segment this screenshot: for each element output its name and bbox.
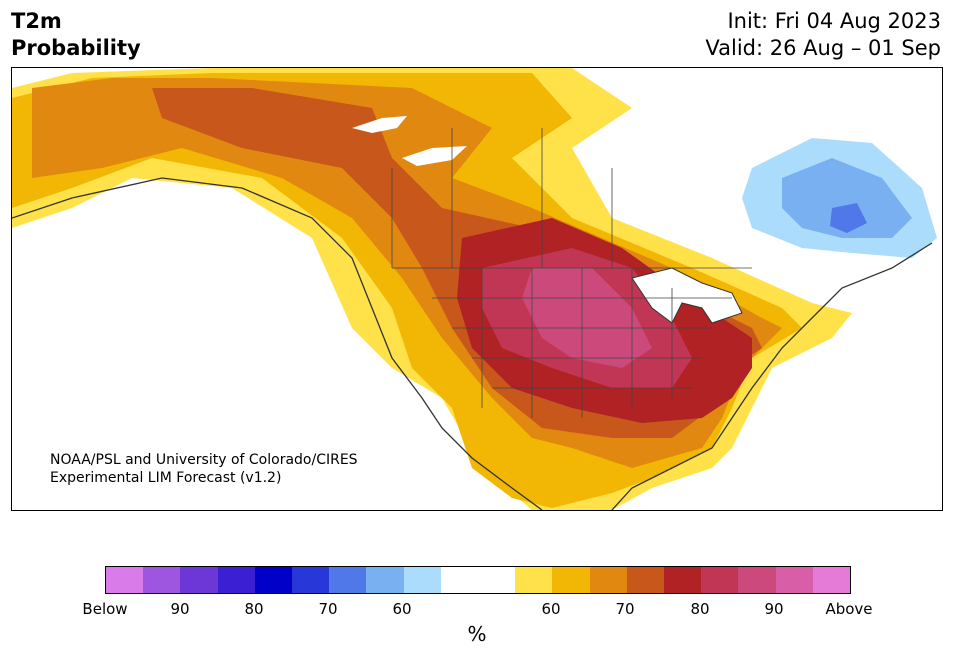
colorbar-swatch — [664, 567, 702, 593]
colorbar-swatch — [329, 567, 367, 593]
colorbar-swatch — [217, 567, 255, 593]
colorbar-tick-label: 80 — [244, 600, 264, 618]
cool-70-region — [782, 158, 912, 238]
credit-line-1: NOAA/PSL and University of Colorado/CIRE… — [50, 452, 358, 468]
colorbar-swatch — [180, 567, 218, 593]
colorbar-swatch — [143, 567, 181, 593]
colorbar — [105, 566, 851, 594]
colorbar-tick-label: Below — [82, 600, 128, 618]
colorbar-tick-label: 70 — [615, 600, 635, 618]
colorbar-swatch — [440, 567, 479, 593]
colorbar-swatch — [366, 567, 404, 593]
credit-text: NOAA/PSL and University of Colorado/CIRE… — [50, 451, 358, 487]
colorbar-swatch — [478, 567, 516, 593]
product-label: Probability — [11, 36, 141, 60]
colorbar-tick-label: 90 — [764, 600, 784, 618]
colorbar-swatch — [701, 567, 739, 593]
colorbar-swatch — [106, 567, 144, 593]
colorbar-swatch — [254, 567, 293, 593]
credit-line-2: Experimental LIM Forecast (v1.2) — [50, 470, 282, 486]
political-borders — [391, 128, 752, 418]
colorbar-swatch — [738, 567, 776, 593]
colorbar-tick-label: Above — [825, 600, 873, 618]
colorbar-swatch — [552, 567, 590, 593]
colorbar-tick-label: 90 — [170, 600, 190, 618]
colorbar-swatch — [589, 567, 627, 593]
init-date: Init: Fri 04 Aug 2023 — [727, 9, 941, 33]
valid-date: Valid: 26 Aug – 01 Sep — [705, 36, 941, 60]
map-panel: NOAA/PSL and University of Colorado/CIRE… — [11, 67, 943, 511]
colorbar-swatch — [626, 567, 665, 593]
coastline — [12, 177, 933, 510]
colorbar-tick-label: 60 — [541, 600, 561, 618]
date-block: Init: Fri 04 Aug 2023 Valid: 26 Aug – 01… — [705, 8, 941, 62]
colorbar-tick-label: 70 — [318, 600, 338, 618]
title-block: T2m Probability — [11, 8, 141, 62]
colorbar-swatch — [515, 567, 553, 593]
colorbar-tick-label: 80 — [690, 600, 710, 618]
great-lakes — [631, 267, 743, 324]
probability-map — [12, 68, 937, 510]
warm-99-region — [522, 268, 652, 368]
colorbar-swatch — [403, 567, 441, 593]
colorbar-unit: % — [467, 622, 487, 646]
canadian-lake — [352, 116, 467, 166]
variable-label: T2m — [11, 9, 62, 33]
colorbar-swatch — [812, 567, 851, 593]
cool-80-region — [830, 203, 867, 233]
colorbar-swatch — [775, 567, 813, 593]
colorbar-tick-label: 60 — [392, 600, 412, 618]
colorbar-swatch — [292, 567, 330, 593]
